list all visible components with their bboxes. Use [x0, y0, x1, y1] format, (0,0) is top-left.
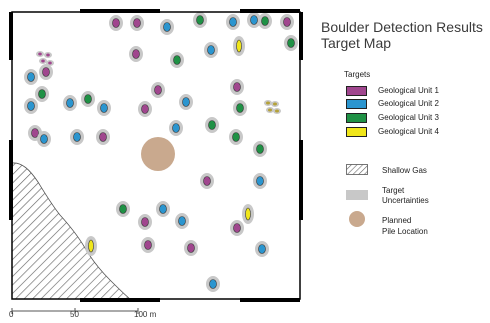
- target-marker-unit-1: [109, 15, 123, 31]
- legend-swatch-shallow-gas: [346, 164, 368, 175]
- target-marker-unit-2: [206, 276, 220, 292]
- target-marker-unit-3: [284, 35, 298, 51]
- target-marker-unit-2: [175, 213, 189, 229]
- target-marker-unit-4: [85, 236, 97, 256]
- legend-swatch-unit-3: [346, 113, 367, 123]
- target-marker-unit-2: [70, 129, 84, 145]
- target-marker-unit-1: [130, 15, 144, 31]
- target-marker-unit-2: [97, 100, 111, 116]
- legend-heading: Targets: [344, 70, 371, 79]
- target-marker-unit-4: [242, 204, 254, 224]
- map-title: Boulder Detection Results: [321, 19, 483, 35]
- target-marker-unit-2: [63, 95, 77, 111]
- target-marker-unit-2: [169, 120, 183, 136]
- target-marker-unit-1: [141, 237, 155, 253]
- legend-label-pile-2: Pile Location: [382, 227, 428, 236]
- planned-pile-location: [141, 137, 175, 171]
- target-marker-unit-2: [24, 98, 38, 114]
- target-marker-unit-1: [138, 214, 152, 230]
- target-marker-unit-3: [170, 52, 184, 68]
- target-marker-unit-2: [179, 94, 193, 110]
- legend-label-uncertainty-1: Target: [382, 186, 405, 195]
- target-marker-unit-2: [255, 241, 269, 257]
- target-marker-unit-1: [129, 46, 143, 62]
- legend-swatch-unit-4: [346, 127, 367, 137]
- target-marker-unit-2: [226, 14, 240, 30]
- target-marker-unit-1: [39, 64, 53, 80]
- target-marker-unit-3: [205, 117, 219, 133]
- target-marker-unit-2: [253, 173, 267, 189]
- target-marker-unit-1: [200, 173, 214, 189]
- target-marker-unit-4: [233, 36, 245, 56]
- map-subtitle: Target Map: [321, 35, 392, 51]
- legend-label-pile-1: Planned: [382, 216, 412, 225]
- legend-label-unit-2: Geological Unit 2: [378, 99, 439, 108]
- target-marker-unit-2: [156, 201, 170, 217]
- scale-label-100: 100 m: [134, 310, 157, 319]
- target-marker-unit-1: [184, 240, 198, 256]
- target-marker-unit-1: [280, 14, 294, 30]
- legend-label-shallow-gas: Shallow Gas: [382, 166, 427, 175]
- target-cluster-left: [36, 51, 54, 66]
- target-marker-unit-1: [138, 101, 152, 117]
- target-marker-unit-1: [151, 82, 165, 98]
- target-marker-unit-3: [193, 12, 207, 28]
- target-marker-unit-3: [35, 86, 49, 102]
- target-cluster-right: [264, 100, 281, 114]
- legend-swatch-pile: [349, 211, 365, 227]
- target-marker-unit-2: [37, 131, 51, 147]
- target-marker-unit-2: [204, 42, 218, 58]
- target-marker-unit-3: [116, 201, 130, 217]
- legend-label-uncertainty-2: Uncertainties: [382, 196, 429, 205]
- legend-swatch-unit-2: [346, 99, 367, 109]
- target-marker-unit-2: [24, 69, 38, 85]
- legend-swatch-unit-1: [346, 86, 367, 96]
- shallow-gas-area: [11, 162, 132, 300]
- target-marker-unit-3: [258, 13, 272, 29]
- target-marker-unit-3: [229, 129, 243, 145]
- target-marker-unit-1: [96, 129, 110, 145]
- scale-bar: [11, 308, 139, 314]
- scale-label-0: 0: [9, 310, 14, 319]
- target-marker-unit-2: [160, 19, 174, 35]
- target-marker-unit-1: [230, 220, 244, 236]
- target-marker-unit-1: [230, 79, 244, 95]
- target-marker-unit-3: [253, 141, 267, 157]
- scale-label-50: 50: [70, 310, 79, 319]
- legend-swatch-uncertainty: [346, 190, 368, 200]
- legend-label-unit-3: Geological Unit 3: [378, 113, 439, 122]
- legend-label-unit-4: Geological Unit 4: [378, 127, 439, 136]
- legend-label-unit-1: Geological Unit 1: [378, 86, 439, 95]
- target-marker-unit-3: [81, 91, 95, 107]
- target-marker-unit-3: [233, 100, 247, 116]
- target-marker-unit-2: [247, 12, 261, 28]
- frame-ticks: [9, 9, 303, 302]
